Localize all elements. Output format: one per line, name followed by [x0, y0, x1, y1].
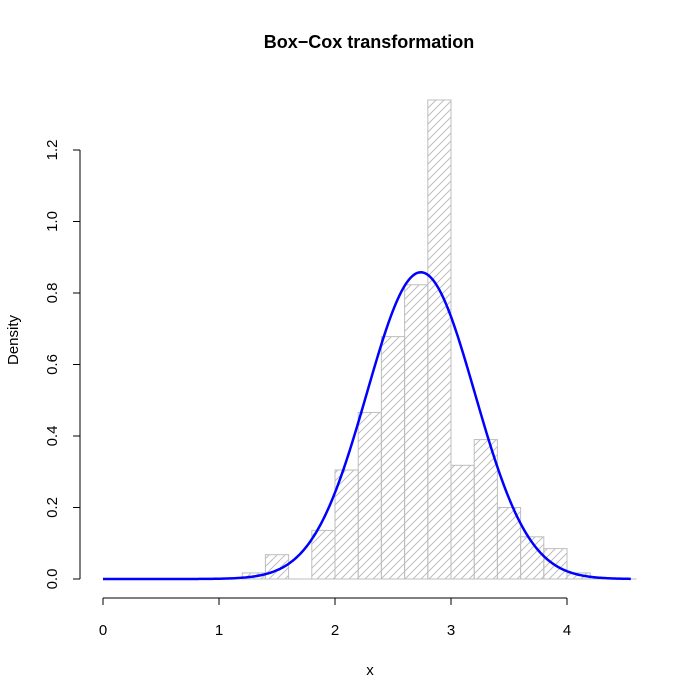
y-axis: 0.0 0.2 0.4 0.6 0.8 1.0 1.2 — [44, 140, 81, 590]
histogram-bar-6 — [380, 336, 406, 580]
histogram-bar-9 — [450, 464, 475, 580]
density-curve — [103, 271, 631, 581]
histogram-bar-7 — [404, 284, 429, 580]
chart-title: Box−Cox transformation — [264, 32, 475, 52]
x-tick-label-3: 3 — [447, 622, 455, 639]
y-tick-label-1: 0.2 — [44, 497, 61, 518]
y-tick-label-0: 0.0 — [44, 569, 61, 590]
histogram-bar-3 — [311, 529, 336, 580]
histogram-bar-5 — [357, 411, 382, 580]
y-tick-label-2: 0.4 — [44, 426, 61, 447]
y-tick-label-5: 1.0 — [44, 211, 61, 232]
x-axis-label: x — [366, 662, 374, 679]
y-tick-label-4: 0.8 — [44, 283, 61, 304]
histogram-bar-8 — [427, 99, 452, 580]
histogram-bar-13 — [543, 548, 568, 580]
x-tick-label-1: 1 — [215, 622, 223, 639]
y-axis-label: Density — [5, 314, 22, 365]
y-tick-label-6: 1.2 — [44, 140, 61, 161]
x-tick-label-2: 2 — [331, 622, 339, 639]
x-tick-label-4: 4 — [563, 622, 571, 639]
x-tick-label-0: 0 — [99, 622, 107, 639]
density-curve-layer — [103, 271, 631, 581]
x-axis: 0 1 2 3 4 — [99, 597, 571, 639]
y-tick-label-3: 0.6 — [44, 354, 61, 375]
